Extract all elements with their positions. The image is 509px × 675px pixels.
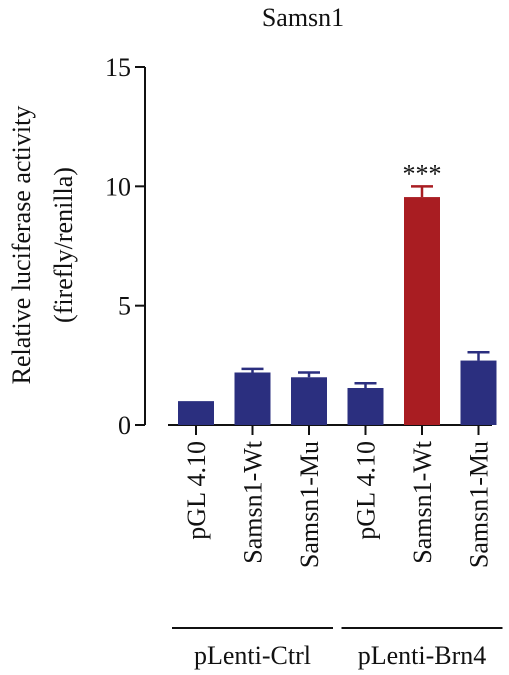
x-tick-label: pGL 4.10	[352, 441, 381, 540]
bars: ***	[178, 159, 497, 425]
bar	[178, 401, 214, 425]
y-axis-label-line-1: Relative luciferase activity	[7, 106, 36, 385]
group-labels: pLenti-Ctrl pLenti-Brn4	[172, 627, 503, 670]
y-tick-label: 5	[118, 292, 131, 321]
x-tick-label: Samsn1-Wt	[239, 440, 268, 564]
x-tick-label: Samsn1-Wt	[408, 440, 437, 564]
y-axis-label-line-2: (firefly/renilla)	[49, 167, 78, 323]
group-label: pLenti-Ctrl	[194, 641, 311, 670]
bar	[460, 360, 497, 425]
group-label: pLenti-Brn4	[358, 641, 487, 670]
y-axis: 0 5 10 15	[105, 53, 146, 440]
bar	[291, 377, 327, 425]
y-tick-label: 10	[105, 172, 131, 201]
x-tick-label: Samsn1-Mu	[465, 441, 494, 568]
x-tick-label: pGL 4.10	[182, 441, 211, 540]
bar	[404, 197, 440, 425]
significance-label: ***	[403, 159, 442, 188]
y-tick-label: 0	[118, 411, 131, 440]
x-tick-label: Samsn1-Mu	[295, 441, 324, 568]
bar	[234, 372, 271, 425]
bar	[347, 388, 384, 425]
chart-title: Samsn1	[262, 3, 344, 32]
x-tick-labels: pGL 4.10 Samsn1-Wt Samsn1-Mu pGL 4.10 Samsn1…	[182, 425, 494, 568]
y-tick-label: 15	[105, 53, 131, 82]
